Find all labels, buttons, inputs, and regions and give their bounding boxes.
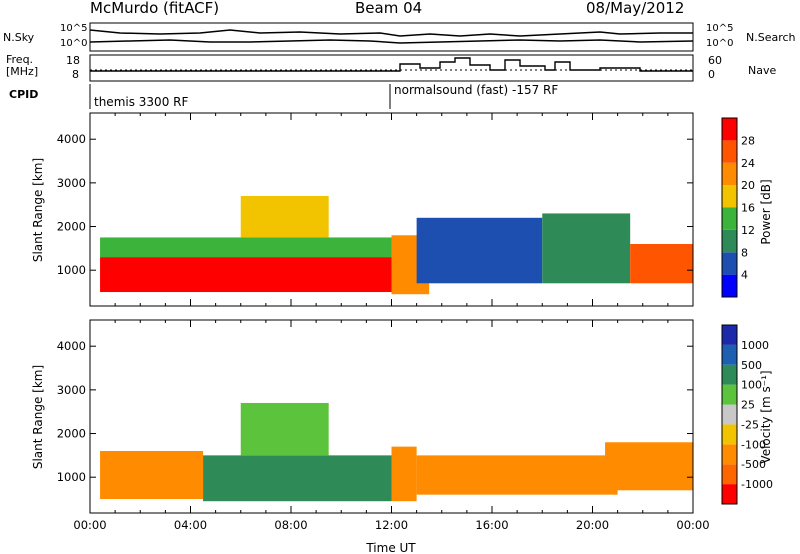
power-region-2 (240, 195, 329, 238)
nsearch-label: N.Search (746, 31, 796, 44)
colorbar-tick-label: -25 (741, 418, 759, 431)
colorbar-swatch (722, 424, 737, 445)
power-regions (100, 195, 693, 295)
nave-label: Nave (748, 64, 777, 77)
freq-panel-frame (89, 54, 694, 82)
power-region-5 (542, 213, 631, 284)
time-xlabel: Time UT (365, 541, 416, 554)
colorbar-tick-label: 28 (741, 134, 755, 147)
colorbar-tick-label: 25 (741, 399, 755, 412)
velocity-colorbar: -1000 -500 -100 -25 25 100 500 1000 (721, 324, 773, 505)
xtick-label: 12:00 (375, 518, 408, 532)
nsearch-tick-bottom: 10^0 (706, 38, 734, 49)
colorbar-swatch (722, 344, 737, 365)
ytick-label: 4000 (57, 339, 86, 353)
nsky-tick-bottom: 10^0 (60, 38, 88, 49)
colorbar-tick-label: 4 (741, 269, 748, 282)
ytick-label: 1000 (57, 470, 86, 484)
cpid-label: CPID (9, 88, 39, 101)
colorbar-swatch (722, 207, 737, 230)
colorbar-tick-label: -100 (741, 438, 766, 451)
colorbar-swatch (722, 274, 737, 297)
colorbar-swatch (722, 185, 737, 208)
velocity-region-5 (605, 442, 693, 491)
power-region-6 (630, 243, 693, 284)
colorbar-swatch (722, 252, 737, 275)
colorbar-swatch (722, 464, 737, 485)
freq-tick-top: 18 (66, 54, 80, 67)
xtick-label: 04:00 (174, 518, 207, 532)
nsky-tick-top: 10^5 (60, 23, 88, 34)
colorbar-tick-label: 100 (741, 379, 762, 392)
power-region-4 (416, 217, 543, 284)
station-title: McMurdo (fitACF) (90, 0, 220, 17)
colorbar-frame (721, 117, 738, 298)
velocity-region-4 (416, 455, 618, 495)
ytick-label: 4000 (57, 132, 86, 146)
colorbar-tick-label: 500 (741, 359, 762, 372)
colorbar-tick-label: 8 (741, 246, 748, 259)
cpid-segment-2: normalsound (fast) -157 RF (394, 83, 559, 97)
power-region-1 (100, 237, 392, 258)
nave-tick-bottom: 0 (708, 68, 715, 81)
nsky-panel-frame (89, 22, 694, 52)
nave-tick-top: 60 (708, 54, 722, 67)
power-colorbar: 4 8 12 16 20 24 28 (721, 117, 755, 298)
nsearch-tick-top: 10^5 (706, 23, 734, 34)
colorbar-tick-label: -500 (741, 458, 766, 471)
velocity-region-2 (240, 402, 329, 456)
colorbar-tick-label: 20 (741, 179, 755, 192)
xtick-label: 00:00 (73, 518, 106, 532)
power-ylabel: Slant Range [km] (31, 158, 45, 262)
nsky-label: N.Sky (3, 31, 35, 44)
beam-title: Beam 04 (355, 0, 423, 17)
ytick-label: 3000 (57, 176, 86, 190)
colorbar-tick-label: 1000 (741, 339, 769, 352)
colorbar-swatch (722, 140, 737, 163)
xtick-label: 00:00 (676, 518, 709, 532)
freq-tick-bottom: 8 (72, 68, 79, 81)
colorbar-swatch (722, 384, 737, 405)
xtick-label: 16:00 (475, 518, 508, 532)
colorbar-tick-label: 12 (741, 224, 755, 237)
colorbar-tick-label: 24 (741, 157, 755, 170)
colorbar-swatch (722, 364, 737, 385)
power-region-0 (100, 257, 392, 293)
freq-unit-label: [MHz] (6, 65, 39, 78)
colorbar-swatch (722, 162, 737, 186)
colorbar-frame (721, 324, 738, 505)
colorbar-swatch (722, 444, 737, 465)
xtick-label: 08:00 (274, 518, 307, 532)
nsearch-trace (89, 39, 694, 44)
ytick-label: 1000 (57, 263, 86, 277)
colorbar-swatch (722, 229, 737, 253)
ytick-label: 2000 (57, 427, 86, 441)
power-colorbar-label: Power [dB] (759, 179, 773, 244)
colorbar-tick-label: -1000 (741, 478, 773, 491)
velocity-colorbar-label: Velocity [m s⁻¹] (759, 370, 773, 463)
velocity-region-0 (100, 450, 204, 500)
xtick-label: 20:00 (576, 518, 609, 532)
nsky-trace (89, 29, 693, 37)
colorbar-swatch (722, 325, 737, 345)
velocity-regions (100, 402, 693, 502)
colorbar-swatch (722, 118, 737, 141)
date-title: 08/May/2012 (586, 0, 685, 17)
colorbar-tick-label: 16 (741, 202, 755, 215)
velocity-region-1 (203, 455, 392, 502)
velocity-region-3 (391, 446, 417, 502)
cpid-segment-1: themis 3300 RF (94, 95, 189, 109)
velocity-ylabel: Slant Range [km] (31, 365, 45, 469)
nave-trace (90, 57, 693, 72)
axes-layer: 1000 2000 3000 4000 1000 2000 3000 4000 00:00 04:… (57, 113, 710, 532)
freq-label: Freq. (6, 53, 34, 66)
ytick-label: 2000 (57, 220, 86, 234)
colorbar-swatch (722, 484, 737, 504)
colorbar-swatch (722, 404, 737, 425)
ytick-label: 3000 (57, 383, 86, 397)
